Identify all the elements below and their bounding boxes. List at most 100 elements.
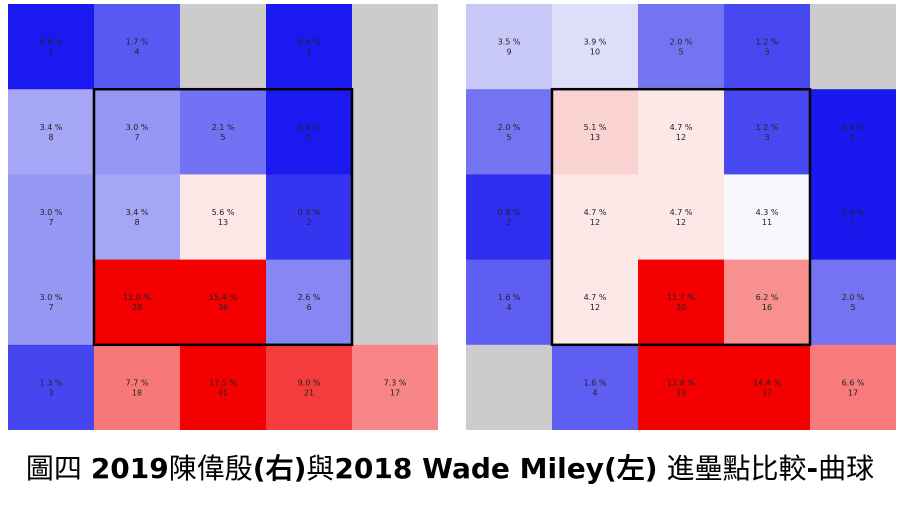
- cell-count-label: 28: [132, 303, 142, 312]
- heatmap-cell-r2-c0: [466, 174, 553, 261]
- cell-count-label: 21: [304, 388, 314, 397]
- heatmap-cell-r1-c1: [552, 89, 639, 175]
- heatmap-cell-r3-c2: [180, 259, 267, 346]
- cell-percent-label: 1.3 %: [40, 378, 63, 387]
- cell-count-label: 1: [306, 48, 311, 57]
- cell-percent-label: 1.6 %: [584, 378, 607, 387]
- cell-percent-label: 5.6 %: [212, 208, 235, 217]
- cell-percent-label: 0.4 %: [842, 208, 865, 217]
- cell-percent-label: 12.0 %: [123, 293, 151, 302]
- heatmap-empty-cell-r1-c4: [352, 89, 438, 175]
- heatmap-cell-r2-c3: [724, 174, 811, 261]
- cell-count-label: 7: [134, 133, 139, 142]
- cell-count-label: 33: [676, 388, 686, 397]
- cell-percent-label: 6.6 %: [842, 378, 865, 387]
- cell-percent-label: 3.0 %: [40, 208, 63, 217]
- cell-count-label: 8: [134, 218, 139, 227]
- cell-percent-label: 0.9 %: [298, 208, 321, 217]
- cell-count-label: 16: [762, 303, 772, 312]
- heatmap-cell-r1-c0: [8, 89, 95, 175]
- cell-count-label: 18: [132, 388, 142, 397]
- caption-prefix: 圖四: [25, 452, 91, 485]
- heatmap-cell-r2-c3: [266, 174, 353, 261]
- cell-count-label: 5: [506, 133, 511, 142]
- strike-zone-box: [550, 87, 812, 347]
- cell-percent-label: 3.5 %: [498, 38, 521, 47]
- heatmap-cell-r4-c4: [352, 344, 438, 430]
- cell-percent-label: 2.0 %: [670, 38, 693, 47]
- caption-side2: (左): [603, 452, 658, 485]
- cell-count-label: 5: [850, 303, 855, 312]
- cell-count-label: 1: [306, 133, 311, 142]
- cell-percent-label: 3.4 %: [40, 123, 63, 132]
- cell-percent-label: 14.4 %: [753, 378, 781, 387]
- cell-count-label: 8: [48, 133, 53, 142]
- cell-count-label: 4: [506, 303, 511, 312]
- cell-percent-label: 11.7 %: [667, 293, 695, 302]
- heatmap-cell-r1-c3: [266, 89, 353, 175]
- cell-percent-label: 0.4 %: [298, 38, 321, 47]
- cell-count-label: 37: [762, 388, 772, 397]
- heatmap-cell-r3-c0: [466, 259, 553, 346]
- cell-percent-label: 0.4 %: [842, 123, 865, 132]
- heatmap-cell-r1-c2: [638, 89, 725, 175]
- heatmap-cell-r3-c2: [638, 259, 725, 346]
- heatmap-cell-r1-c1: [94, 89, 181, 175]
- heatmap-cell-r0-c1: [552, 4, 639, 90]
- cell-count-label: 3: [764, 133, 769, 142]
- heatmap-cell-r1-c0: [466, 89, 553, 175]
- cell-count-label: 9: [506, 48, 511, 57]
- figure-caption: 圖四 2019陳偉殷(右)與2018 Wade Miley(左) 進壘點比較-曲…: [0, 447, 900, 487]
- strike-zone-box: [92, 87, 354, 347]
- heatmap-cell-r0-c0: [8, 4, 95, 90]
- heatmap-cell-r1-c4: [810, 89, 896, 175]
- heatmap-cell-r4-c3: [724, 344, 811, 430]
- cell-count-label: 10: [590, 48, 600, 57]
- cell-percent-label: 7.7 %: [126, 378, 149, 387]
- cell-percent-label: 1.2 %: [756, 38, 779, 47]
- heatmap-cell-r3-c3: [266, 259, 353, 346]
- cell-count-label: 4: [592, 388, 597, 397]
- heatmap-cell-r0-c0: [466, 4, 553, 90]
- caption-pitcher1: 陳偉殷: [168, 452, 253, 485]
- heatmap-cell-r4-c2: [638, 344, 725, 430]
- heatmap-cell-r3-c0: [8, 259, 95, 346]
- heatmap-cell-r2-c0: [8, 174, 95, 261]
- cell-count-label: 7: [48, 303, 53, 312]
- cell-count-label: 1: [850, 218, 855, 227]
- caption-pitch: 曲球: [818, 452, 875, 485]
- heatmap-cell-r0-c1: [94, 4, 181, 90]
- heatmap-cell-r4-c0: [8, 344, 95, 430]
- cell-count-label: 7: [48, 218, 53, 227]
- cell-count-label: 2: [506, 218, 511, 227]
- heatmap-cell-r2-c2: [638, 174, 725, 261]
- cell-count-label: 2: [306, 218, 311, 227]
- cell-percent-label: 0.8 %: [498, 208, 521, 217]
- cell-count-label: 12: [676, 218, 686, 227]
- cell-percent-label: 4.7 %: [584, 208, 607, 217]
- heatmap-cell-r2-c1: [552, 174, 639, 261]
- cell-count-label: 6: [306, 303, 311, 312]
- heatmap-empty-cell-r0-c2: [180, 4, 267, 90]
- cell-count-label: 12: [676, 133, 686, 142]
- cell-percent-label: 1.6 %: [498, 293, 521, 302]
- heatmap-empty-cell-r0-c4: [810, 4, 896, 90]
- cell-percent-label: 0.4 %: [40, 38, 63, 47]
- heatmap-empty-cell-r0-c4: [352, 4, 438, 90]
- heatmap-cell-r1-c3: [724, 89, 811, 175]
- cell-count-label: 12: [590, 303, 600, 312]
- cell-count-label: 30: [676, 303, 686, 312]
- heatmap-chen-2019: 0.4 %11.7 %40.4 %13.4 %83.0 %72.1 %50.4 …: [8, 4, 438, 430]
- cell-percent-label: 4.7 %: [584, 293, 607, 302]
- heatmap-cell-r4-c1: [94, 344, 181, 430]
- heatmap-cell-r2-c4: [810, 174, 896, 261]
- cell-percent-label: 3.0 %: [40, 293, 63, 302]
- heatmap-empty-cell-r2-c4: [352, 174, 438, 261]
- cell-count-label: 11: [762, 218, 772, 227]
- heatmap-miley-2018: 3.5 %93.9 %102.0 %51.2 %32.0 %55.1 %134.…: [466, 4, 896, 430]
- cell-count-label: 5: [220, 133, 225, 142]
- heatmap-cell-r3-c1: [94, 259, 181, 346]
- cell-count-label: 17: [848, 388, 858, 397]
- cell-percent-label: 2.1 %: [212, 123, 235, 132]
- cell-count-label: 13: [590, 133, 600, 142]
